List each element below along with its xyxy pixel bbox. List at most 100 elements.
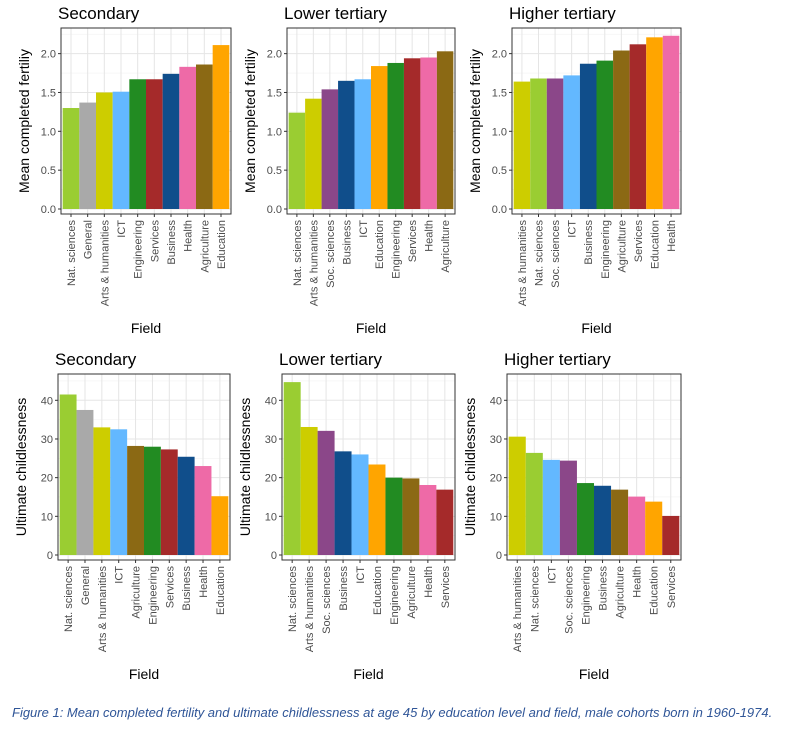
bar-business — [338, 80, 355, 209]
x-axis-label: Field — [581, 320, 611, 336]
x-tick-label: Education — [216, 220, 228, 269]
x-tick-label: Soc. sciences — [325, 220, 337, 288]
bar-agriculture — [436, 51, 454, 210]
y-axis-label: Mean completed fertiliy — [467, 49, 483, 193]
chart-title: Lower tertiary — [279, 350, 382, 369]
x-tick-label: Engineering — [600, 220, 612, 279]
bar-engineering — [129, 79, 146, 209]
y-tick-label: 0.5 — [492, 165, 507, 177]
bar-ict — [354, 79, 371, 209]
y-tick-label: 1.5 — [492, 87, 507, 99]
x-tick-label: Services — [440, 566, 452, 609]
y-tick-label: 1.0 — [41, 126, 56, 138]
y-tick-label: 0 — [271, 550, 277, 562]
y-tick-label: 20 — [490, 473, 502, 485]
x-tick-label: Engineering — [391, 220, 403, 279]
bar-health — [662, 35, 680, 209]
y-tick-label: 40 — [41, 395, 53, 407]
bar-agriculture — [127, 445, 144, 555]
bar-services — [160, 449, 178, 555]
bar-business — [594, 485, 612, 555]
bar-nat-sciences — [283, 382, 301, 555]
x-tick-label: General — [83, 220, 95, 259]
y-tick-label: 0.5 — [41, 165, 56, 177]
y-axis-label: Ultimate childlessness — [237, 398, 253, 537]
bar-agriculture — [402, 478, 420, 555]
bar-health — [419, 484, 437, 555]
bar-services — [146, 79, 163, 209]
y-tick-label: 0.0 — [41, 204, 56, 216]
bar-engineering — [385, 477, 403, 555]
x-tick-label: Health — [424, 220, 436, 252]
bar-services — [662, 515, 680, 555]
x-tick-label: Engineering — [580, 566, 592, 625]
panel-border — [57, 373, 231, 561]
x-tick-label: Agriculture — [199, 220, 211, 273]
bar-nat-sciences — [288, 112, 306, 209]
y-tick-label: 2.0 — [267, 49, 282, 61]
x-tick-label: Services — [666, 566, 678, 609]
panel-border — [506, 373, 682, 561]
chart-title: Lower tertiary — [284, 4, 387, 23]
x-tick-label: Education — [215, 566, 227, 615]
x-tick-label: Services — [149, 220, 161, 263]
y-tick-label: 0.0 — [492, 204, 507, 216]
figure-panels: 0.0 0.5 1.0 1.5 2.0 Nat. sciences General Arts … — [13, 4, 682, 682]
x-tick-label: General — [80, 566, 92, 605]
y-tick-label: 30 — [265, 434, 277, 446]
bar-education — [368, 464, 386, 555]
x-tick-label: Business — [181, 566, 193, 611]
chart-panel-4: 0 10 20 30 40 Nat. sciences General Arts & huma… — [13, 350, 231, 682]
bar-soc-sciences — [559, 460, 577, 555]
bar-health — [194, 466, 212, 555]
x-tick-label: Education — [372, 566, 384, 615]
x-axis-label: Field — [129, 666, 159, 682]
bar-education — [646, 37, 663, 210]
bar-health — [420, 57, 437, 209]
y-axis-label: Mean completed fertiliy — [242, 49, 258, 193]
y-tick-label: 0 — [47, 550, 53, 562]
x-tick-label: ICT — [116, 220, 128, 238]
bar-education — [211, 496, 229, 555]
bar-ict — [563, 75, 580, 210]
y-tick-label: 0 — [496, 550, 502, 562]
x-tick-label: Arts & humanities — [308, 220, 320, 307]
x-tick-label: Nat. sciences — [534, 220, 546, 287]
panel-border — [60, 27, 232, 215]
x-tick-label: Agriculture — [440, 220, 452, 273]
x-tick-label: Business — [598, 566, 610, 611]
bar-arts-humanities — [93, 427, 111, 555]
bar-engineering — [596, 60, 614, 209]
figure-caption: Figure 1: Mean completed fertility and u… — [12, 705, 773, 720]
x-tick-label: Education — [374, 220, 386, 269]
y-axis-label: Mean completed fertiliy — [16, 49, 32, 193]
chart-panel-6: 0 10 20 30 40 Arts & humanities Nat. sciences I… — [462, 350, 682, 682]
x-tick-label: Health — [183, 220, 195, 252]
panel-border — [286, 27, 456, 215]
x-tick-label: Agriculture — [615, 566, 627, 619]
bar-health — [179, 66, 196, 209]
bar-arts-humanities — [508, 436, 526, 555]
bar-engineering — [387, 62, 404, 210]
bar-education — [212, 45, 230, 209]
bar-business — [177, 456, 195, 555]
chart-panel-5: 0 10 20 30 40 Nat. sciences Arts & humanities S… — [237, 350, 456, 682]
bar-arts-humanities — [96, 92, 113, 209]
x-tick-label: Engineering — [133, 220, 145, 279]
x-tick-label: Nat. sciences — [287, 566, 299, 633]
x-tick-label: Arts & humanities — [99, 220, 111, 307]
bar-ict — [542, 459, 560, 555]
chart-title: Secondary — [58, 4, 140, 23]
x-tick-label: Arts & humanities — [97, 566, 109, 653]
chart-title: Higher tertiary — [509, 4, 616, 23]
x-tick-label: Soc. sciences — [550, 220, 562, 288]
x-tick-label: Arts & humanities — [304, 566, 316, 653]
bar-arts-humanities — [305, 98, 322, 209]
x-axis-label: Field — [131, 320, 161, 336]
y-tick-label: 20 — [41, 473, 53, 485]
bar-ict — [110, 429, 128, 555]
chart-panel-1: 0.0 0.5 1.0 1.5 2.0 Nat. sciences General Arts … — [16, 4, 232, 336]
x-tick-label: Health — [632, 566, 644, 598]
bar-engineering — [144, 446, 161, 555]
y-tick-label: 1.0 — [492, 126, 507, 138]
